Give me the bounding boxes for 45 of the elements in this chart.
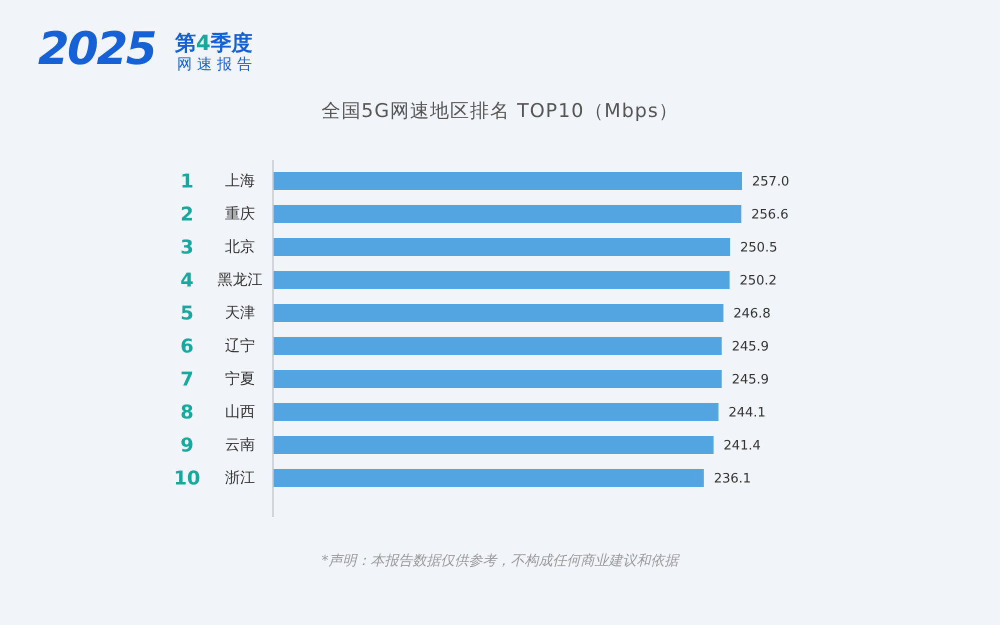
bar: [273, 337, 722, 355]
data-label: 250.2: [740, 274, 777, 289]
text: *声明：本报告数据仅供参考，不构成任何商业建议和依据: [322, 553, 678, 569]
data-label: 241.4: [724, 438, 761, 454]
bar: [273, 271, 730, 289]
text: 1: [180, 170, 194, 192]
text: 网速报告: [177, 55, 257, 73]
text: 10: [174, 468, 200, 490]
text: 2: [180, 204, 194, 226]
y-tick-label: 天津: [225, 304, 255, 322]
y-tick-label: 北京: [225, 238, 255, 256]
text: 7: [180, 368, 194, 390]
bar: [273, 370, 722, 388]
y-tick-label: 上海: [225, 172, 255, 190]
data-label: 236.1: [714, 472, 752, 487]
text: 6: [180, 336, 194, 358]
data-label: 245.9: [732, 372, 769, 388]
y-tick-label: 重庆: [225, 204, 255, 222]
data-label: 244.1: [728, 406, 766, 421]
text: 8: [180, 402, 194, 424]
text: 2025: [38, 22, 156, 75]
bar: [273, 436, 714, 454]
text: 5: [180, 302, 194, 324]
data-label: 257.0: [752, 174, 790, 190]
data-label: 256.6: [751, 208, 788, 223]
data-label: 250.5: [740, 240, 778, 256]
bar: [273, 304, 724, 322]
bar: [273, 172, 742, 190]
text: 4: [180, 270, 194, 292]
y-tick-label: 山西: [225, 402, 255, 420]
text: 3: [180, 236, 194, 258]
bar: [273, 469, 704, 487]
y-tick-label: 宁夏: [225, 370, 255, 388]
text: 9: [180, 434, 194, 456]
y-tick-label: 黑龙江: [218, 270, 262, 288]
chart-title: 全国5G网速地区排名 TOP10（Mbps）: [321, 100, 679, 122]
bar: [273, 238, 730, 256]
y-tick-label: 云南: [225, 436, 255, 454]
y-tick-label: 辽宁: [225, 336, 255, 354]
data-label: 245.9: [732, 340, 769, 355]
y-tick-label: 浙江: [225, 468, 255, 486]
bar: [273, 403, 718, 421]
data-label: 246.8: [733, 306, 771, 322]
text: 第4季度: [175, 31, 253, 55]
bar: [273, 205, 742, 223]
